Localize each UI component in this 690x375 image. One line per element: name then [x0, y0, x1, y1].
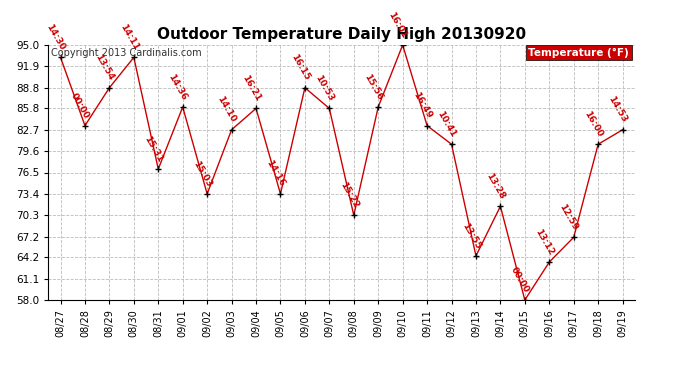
Text: 14:16: 14:16 [264, 159, 286, 188]
Text: 15:03: 15:03 [191, 159, 213, 188]
Text: 16:00: 16:00 [582, 110, 604, 139]
Text: 16:49: 16:49 [411, 91, 433, 120]
Text: Copyright 2013 Cardinalis.com: Copyright 2013 Cardinalis.com [51, 48, 202, 57]
Text: 15:22: 15:22 [338, 180, 360, 210]
Text: 00:00: 00:00 [69, 91, 91, 120]
Text: Temperature (°F): Temperature (°F) [528, 48, 629, 58]
Text: 15:56: 15:56 [362, 72, 384, 102]
Text: 14:11: 14:11 [118, 22, 140, 52]
Text: 14:36: 14:36 [167, 72, 189, 102]
Text: 10:41: 10:41 [435, 110, 457, 139]
Text: 14:30: 14:30 [45, 22, 67, 52]
Text: 15:31: 15:31 [142, 134, 164, 164]
Text: 13:28: 13:28 [484, 171, 506, 201]
Text: 14:10: 14:10 [216, 95, 238, 124]
Text: 14:53: 14:53 [607, 95, 629, 124]
Text: 12:59: 12:59 [558, 202, 580, 232]
Text: 16:01: 16:01 [386, 10, 408, 39]
Text: 16:15: 16:15 [289, 53, 311, 82]
Text: 13:12: 13:12 [533, 227, 555, 256]
Text: 13:55: 13:55 [460, 221, 482, 251]
Text: 13:54: 13:54 [93, 53, 116, 82]
Text: 16:21: 16:21 [240, 74, 262, 103]
Text: 00:00: 00:00 [509, 266, 531, 294]
Title: Outdoor Temperature Daily High 20130920: Outdoor Temperature Daily High 20130920 [157, 27, 526, 42]
Text: 10:53: 10:53 [313, 74, 335, 103]
